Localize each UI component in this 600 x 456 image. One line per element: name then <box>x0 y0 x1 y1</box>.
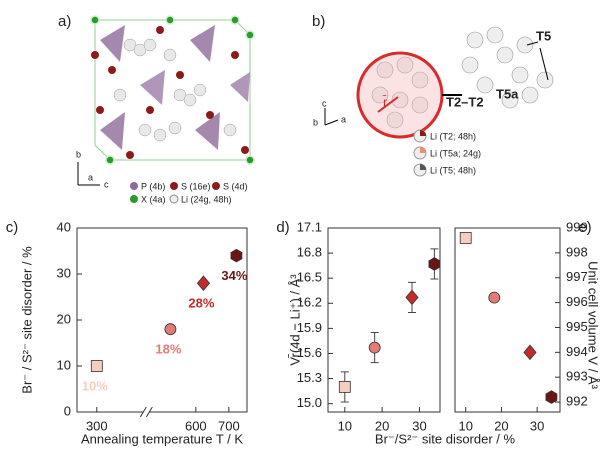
y-axis-label: Vr̄(4d − Li⁺) / Å³ <box>287 274 302 366</box>
y-tick-label: 17.1 <box>297 219 322 234</box>
x-tick-label: 10 <box>338 418 352 433</box>
y-axis-label: Br⁻ / S²⁻ site disorder / % <box>19 246 34 394</box>
value-label: 10% <box>82 378 108 393</box>
legend-swatch <box>170 182 178 190</box>
y-tick-label: 15.6 <box>297 345 322 360</box>
marker <box>488 291 501 304</box>
y-tick-label: 995 <box>566 319 588 334</box>
axis-break <box>139 406 147 418</box>
marker <box>368 341 381 354</box>
y-tick-label: 15.0 <box>297 395 322 410</box>
value-label: 28% <box>188 296 214 311</box>
value-label: 18% <box>155 342 181 357</box>
y-tick-label: 996 <box>566 294 588 309</box>
y-tick-label: 998 <box>566 244 588 259</box>
marker <box>459 232 472 244</box>
diffusion-pathway <box>324 26 554 177</box>
axis-break <box>145 406 153 418</box>
marker <box>90 360 103 372</box>
x-tick-label: 600 <box>185 418 207 433</box>
legend-swatch <box>130 182 138 190</box>
site-label: T5 <box>536 28 551 43</box>
panel-label: e) <box>578 219 591 236</box>
plot-frame <box>327 227 441 413</box>
y-tick-label: 0 <box>64 403 71 418</box>
marker <box>428 257 441 271</box>
plot-frame <box>454 227 561 413</box>
marker <box>545 390 558 404</box>
marker <box>523 344 537 361</box>
panel-label: a) <box>58 13 71 30</box>
x-tick-label: 10 <box>458 418 472 433</box>
marker <box>405 289 419 306</box>
legend-label: P (4b) <box>141 181 165 191</box>
axis-letter: a <box>341 114 346 124</box>
y-tick-label: 30 <box>57 265 71 280</box>
x-tick-label: 20 <box>375 418 389 433</box>
marker <box>230 248 243 263</box>
y-tick-label: 992 <box>566 393 588 408</box>
site-label: T5a <box>496 86 519 101</box>
legend-label: Li (T5a; 24g) <box>430 148 481 158</box>
y-tick-label: 997 <box>566 269 588 284</box>
legend-label: X (4a) <box>141 194 166 204</box>
legend-label: Li (T5; 48h) <box>430 165 476 175</box>
x-tick-label: 30 <box>412 418 426 433</box>
legend-label: Li (24g, 48h) <box>181 194 232 204</box>
x-tick-label: 20 <box>494 418 508 433</box>
x-axis-label: Annealing temperature T / K <box>81 431 243 446</box>
value-label: 34% <box>221 268 247 283</box>
axis-break-gap <box>143 406 150 418</box>
axis-letter: a <box>88 172 93 182</box>
y-axis-label: Unit cell volume V / Å³ <box>586 261 600 390</box>
legend-swatch <box>130 195 138 203</box>
panel-label: b) <box>312 13 325 30</box>
crystal-structure <box>77 15 255 186</box>
x-tick-label: 30 <box>530 418 544 433</box>
y-tick-label: 16.2 <box>297 295 322 310</box>
axis-letter: c <box>322 98 327 108</box>
marker <box>338 381 351 393</box>
y-tick-label: 15.9 <box>297 320 322 335</box>
y-tick-label: 15.3 <box>297 370 322 385</box>
axis-letter: b <box>313 117 318 127</box>
axis-letter: b <box>76 149 81 159</box>
axis-letter: c <box>104 179 109 189</box>
legend-label: S (4d) <box>223 181 248 191</box>
marker <box>164 323 177 336</box>
legend-label: S (16e) <box>181 181 211 191</box>
y-tick-label: 20 <box>57 311 71 326</box>
x-tick-label: 300 <box>86 418 108 433</box>
legend-label: Li (T2; 48h) <box>430 131 476 141</box>
y-tick-label: 10 <box>57 357 71 372</box>
panel-label: c) <box>6 219 19 236</box>
marker <box>196 275 211 291</box>
y-tick-label: 994 <box>566 344 588 359</box>
y-tick-label: 993 <box>566 369 588 384</box>
site-label: T2–T2 <box>446 94 484 109</box>
x-axis-label: Br⁻/S²⁻ site disorder / % <box>375 431 516 446</box>
legend-swatch <box>212 182 220 190</box>
y-tick-label: 16.5 <box>297 270 322 285</box>
radius-label: r̄ <box>383 94 388 109</box>
y-tick-label: 40 <box>57 219 71 234</box>
y-tick-label: 16.8 <box>297 245 322 260</box>
y-tick-label: 999 <box>566 219 588 234</box>
x-tick-label: 700 <box>218 418 240 433</box>
legend-swatch <box>169 194 179 204</box>
panel-label: d) <box>276 219 289 236</box>
